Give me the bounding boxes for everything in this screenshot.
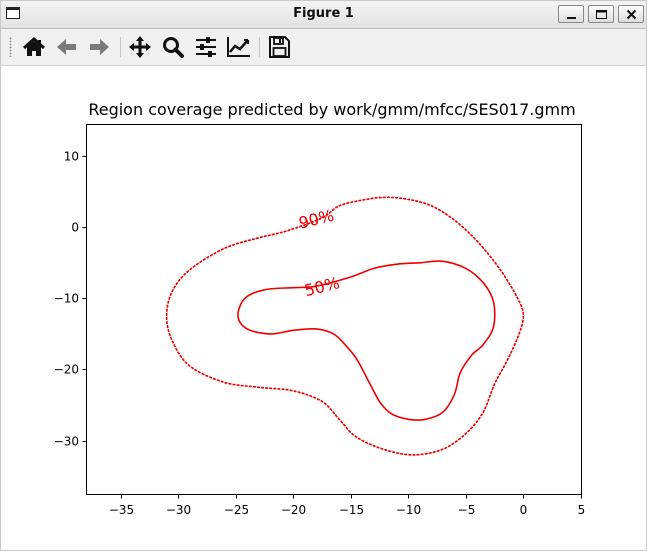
x-tick-label: −15 [339, 503, 364, 517]
forward-button[interactable] [85, 34, 113, 60]
x-tick-label: 0 [520, 503, 528, 517]
toolbar-separator [120, 37, 121, 57]
line-chart-icon [227, 37, 250, 57]
y-tick-label: −20 [54, 363, 79, 377]
x-tick-label: −5 [458, 503, 476, 517]
floppy-disk-icon [269, 36, 290, 58]
close-icon [626, 9, 637, 20]
pan-button[interactable] [126, 34, 154, 60]
x-tick-label: −20 [281, 503, 306, 517]
contour-line-50pct [237, 260, 496, 421]
y-axis: 10 0 −10 −20 −30 [54, 150, 87, 449]
toolbar-separator [259, 37, 260, 57]
y-tick-label: 0 [71, 221, 79, 235]
figure-canvas[interactable] [1, 66, 646, 550]
home-button[interactable] [20, 34, 48, 60]
back-button[interactable] [53, 34, 81, 60]
contour-line-90pct [165, 196, 525, 456]
contour-plot: −35 −30 −25 −20 −15 −10 −5 0 5 10 0 −10 −20 −30 90% 5… [54, 124, 586, 517]
x-tick-label: −35 [109, 503, 134, 517]
axes-frame [86, 124, 582, 495]
x-tick-label: −30 [166, 503, 191, 517]
plot-title: Region coverage predicted by work/gmm/mf… [88, 100, 576, 119]
minimize-button[interactable] [558, 5, 584, 23]
contour-lines: 90% 50% [165, 196, 525, 456]
toolbar-grip[interactable] [9, 37, 12, 57]
arrow-left-icon [57, 39, 76, 55]
move-icon [129, 36, 151, 58]
maximize-icon [596, 10, 607, 19]
window-icon[interactable] [6, 7, 20, 19]
y-tick-label: −30 [54, 435, 79, 449]
y-tick-label: 10 [64, 150, 79, 164]
y-tick-label: −10 [54, 292, 79, 306]
magnifier-icon [163, 37, 184, 58]
minimize-icon [567, 17, 576, 19]
edit-axis-button[interactable] [225, 34, 253, 60]
sliders-icon [196, 37, 216, 57]
home-icon [22, 36, 46, 56]
save-button[interactable] [265, 34, 293, 60]
maximize-button[interactable] [588, 5, 614, 23]
x-tick-label: −10 [396, 503, 421, 517]
navigation-toolbar [1, 29, 646, 66]
zoom-button[interactable] [159, 34, 187, 60]
contour-label: 50% [303, 273, 342, 300]
x-tick-label: −25 [224, 503, 249, 517]
title-bar[interactable]: Figure 1 [1, 1, 646, 29]
contour-label: 90% [297, 206, 336, 233]
x-tick-label: 5 [578, 503, 586, 517]
x-axis: −35 −30 −25 −20 −15 −10 −5 0 5 [109, 494, 586, 517]
window-title: Figure 1 [293, 6, 354, 21]
configure-subplots-button[interactable] [192, 34, 220, 60]
close-button[interactable] [618, 5, 644, 23]
arrow-right-icon [90, 39, 109, 55]
